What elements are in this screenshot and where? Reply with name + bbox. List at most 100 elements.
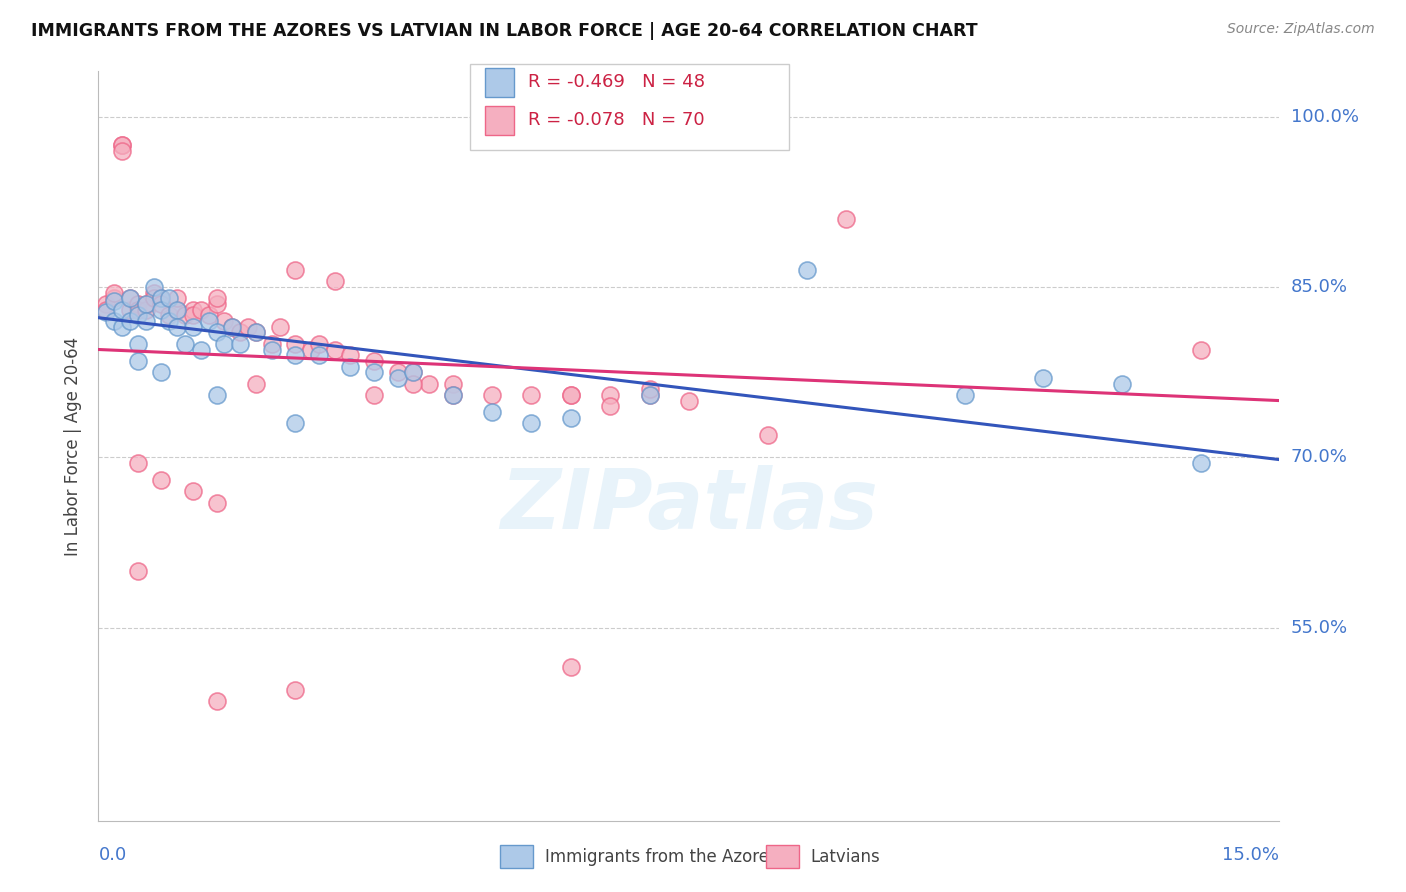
Point [402,365,425,379]
Point [127,309,149,323]
Point [363,354,385,368]
Text: R = -0.078   N = 70: R = -0.078 N = 70 [529,112,704,129]
Point [205,292,228,306]
Point [150,473,173,487]
Point [214,336,236,351]
Point [103,293,125,308]
Point [111,144,134,158]
Point [638,388,661,402]
Point [299,343,322,357]
Point [118,292,141,306]
Point [402,365,425,379]
Point [166,292,188,306]
Point [835,211,858,226]
Point [135,297,157,311]
Text: 100.0%: 100.0% [1291,108,1358,126]
Point [103,285,125,300]
Text: 70.0%: 70.0% [1291,449,1347,467]
Point [418,376,440,391]
Point [127,297,149,311]
Point [245,326,267,340]
Point [953,388,976,402]
Point [181,309,204,323]
Text: Immigrants from the Azores: Immigrants from the Azores [546,847,778,865]
Point [441,376,464,391]
Bar [485,68,515,96]
Point [174,336,197,351]
Point [236,319,259,334]
Point [103,314,125,328]
Text: 0.0: 0.0 [98,846,127,863]
Point [221,319,243,334]
Point [150,292,173,306]
Point [284,683,307,698]
Point [96,302,118,317]
Point [166,302,188,317]
Point [135,314,157,328]
Point [127,564,149,578]
Point [118,302,141,317]
Point [142,292,165,306]
Point [269,319,291,334]
Point [150,302,173,317]
Point [229,326,252,340]
Point [323,274,346,288]
Point [157,309,180,323]
Point [96,305,118,319]
Point [127,456,149,470]
Point [560,388,582,402]
Point [111,138,134,153]
Point [166,319,188,334]
Point [245,326,267,340]
Point [284,417,307,431]
Bar [501,846,533,868]
Point [111,138,134,153]
Point [221,319,243,334]
Point [205,388,228,402]
Point [1032,371,1054,385]
Text: ZIPatlas: ZIPatlas [501,466,877,547]
Point [402,376,425,391]
Point [127,336,149,351]
Point [205,297,228,311]
Point [796,263,818,277]
Point [284,348,307,362]
Point [166,302,188,317]
Point [181,319,204,334]
Point [157,314,180,328]
Point [118,292,141,306]
Point [560,660,582,674]
Point [181,302,204,317]
Bar [485,106,515,135]
Point [197,309,219,323]
Point [111,319,134,334]
Point [387,371,409,385]
Point [127,354,149,368]
Point [678,393,700,408]
Point [190,302,212,317]
Point [96,297,118,311]
Text: 85.0%: 85.0% [1291,278,1347,296]
Point [1111,376,1133,391]
Point [142,280,165,294]
Point [363,388,385,402]
Text: Source: ZipAtlas.com: Source: ZipAtlas.com [1227,22,1375,37]
Point [441,388,464,402]
Point [205,694,228,708]
Point [599,388,621,402]
Point [150,292,173,306]
Point [127,302,149,317]
FancyBboxPatch shape [471,64,789,150]
Point [229,336,252,351]
Point [638,382,661,396]
Point [142,285,165,300]
Text: IMMIGRANTS FROM THE AZORES VS LATVIAN IN LABOR FORCE | AGE 20-64 CORRELATION CHA: IMMIGRANTS FROM THE AZORES VS LATVIAN IN… [31,22,977,40]
Point [481,405,503,419]
Point [560,410,582,425]
Point [197,314,219,328]
Text: Latvians: Latvians [811,847,880,865]
Point [363,365,385,379]
Bar [766,846,799,868]
Point [1189,456,1212,470]
Point [174,309,197,323]
